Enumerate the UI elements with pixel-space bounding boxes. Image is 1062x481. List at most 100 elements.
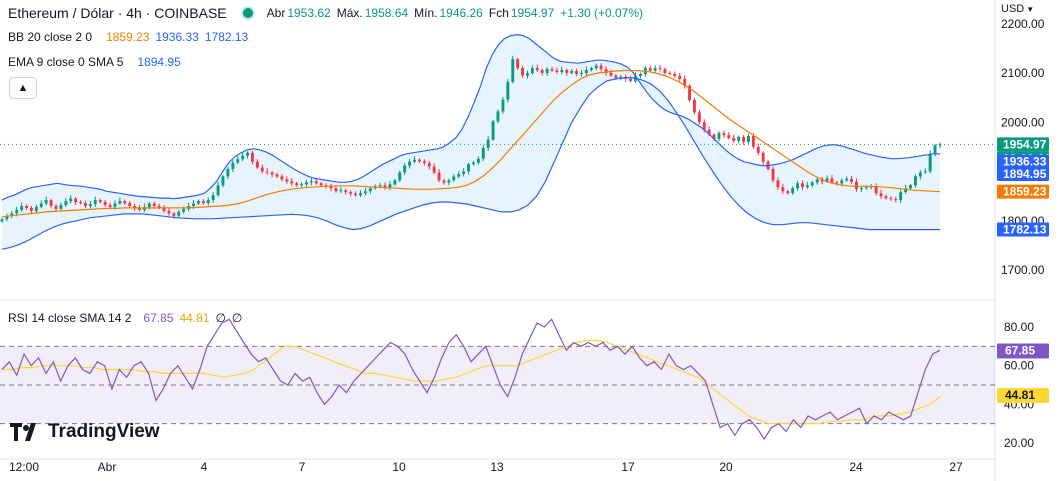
candle-body [295,183,299,186]
rsi-sma-price-label-bg [997,388,1049,404]
candle-body [398,172,402,181]
candle-body [118,201,122,204]
bb-legend[interactable]: BB 20 close 2 0 1859.23 1936.33 1782.13 [8,30,248,44]
candle-body [501,99,505,112]
candle-body [447,180,451,183]
candle-body [850,178,853,182]
candle-body [255,161,259,168]
candle-body [59,205,63,209]
candle-body [751,136,755,147]
low-value: 1946.26 [439,6,483,20]
candle-body [727,135,731,139]
candle-body [825,178,829,182]
candle-body [167,210,171,214]
ema-value: 1894.95 [137,55,181,69]
candle-body [604,69,608,73]
bb-basis-value: 1859.23 [106,30,150,44]
rsi-tick-label: 20.00 [1004,436,1034,450]
candle-body [354,193,357,196]
rsi-extra-2: ∅ [231,311,243,325]
candle-body [810,182,814,186]
candle-body [84,203,87,206]
rsi-extra-1: ∅ [215,311,226,325]
rsi-legend[interactable]: RSI 14 close SMA 14 2 67.85 44.81 ∅ ∅ [8,311,242,325]
rsi-sma-price-label: 44.81 [1005,388,1035,402]
candle-body [928,153,932,172]
candle-body [653,68,657,71]
candle-body [530,68,534,73]
candle-body [545,69,549,73]
candle-body [329,186,333,189]
candle-body [437,172,441,181]
candle-body [5,215,9,220]
candle-body [25,206,28,208]
candle-body [909,185,912,189]
candle-body [413,159,416,162]
candle-body [697,112,701,123]
ema-label: EMA 9 close 0 SMA 5 [8,55,124,69]
currency-selector[interactable]: USD ▼ [1001,3,1034,15]
bb-lower-price-label: 1782.13 [1003,223,1047,237]
rsi-tick-label: 60.00 [1004,359,1034,373]
time-tick-label: 24 [849,460,863,474]
rsi-price-label-bg [997,343,1049,359]
time-tick-label: 12:00 [9,460,39,474]
candle-body [879,193,883,197]
candle-body [393,180,397,185]
candle-body [246,152,249,156]
candle-body [491,121,495,140]
candle-body [506,81,510,100]
price-tick-label: 2200.00 [1001,17,1045,31]
candle-body [462,171,466,174]
ema-price-label-bg [997,166,1049,181]
open-label: Abr [266,6,286,20]
ema-legend[interactable]: EMA 9 close 0 SMA 5 1894.95 [8,55,181,69]
time-axis: 12:00 Abr 4 7 10 13 17 20 24 27 [9,460,963,474]
candle-body [801,183,804,188]
market-open-dot-icon [240,6,255,20]
symbol-title[interactable]: Ethereum / Dólar · 4h · COINBASE [8,5,227,21]
candle-body [467,164,470,172]
candle-body [147,203,151,207]
last-price-label: 1954.97 [1003,137,1047,151]
candle-body [864,187,868,189]
candle-body [34,207,38,211]
candle-body [128,203,132,206]
candle-body [123,201,127,204]
time-tick-label: 10 [392,460,406,474]
candle-body [874,186,878,194]
candle-body [786,191,790,194]
candle-body [300,184,303,186]
candle-body [717,133,721,139]
candle-body [904,188,908,193]
rsi-label: RSI 14 close SMA 14 2 [8,311,132,325]
rsi-tick-label: 80.00 [1004,320,1034,334]
candle-body [737,137,741,141]
candle-body [206,200,210,204]
high-label: Máx. [336,6,363,20]
candle-body [702,122,706,130]
candle-body [152,203,156,206]
candle-body [781,187,785,192]
time-tick-label: 13 [490,460,504,474]
rsi-price-label: 67.85 [1005,343,1035,357]
tradingview-logo[interactable]: TradingView [10,421,160,443]
candle-body [472,162,475,165]
candle-body [722,133,726,136]
candle-body [776,180,780,188]
candle-body [15,209,19,214]
candle-body [589,68,593,71]
candle-body [791,188,795,194]
candle-body [688,85,691,101]
bb-basis-price-label: 1859.23 [1003,185,1047,199]
time-tick-label: 4 [201,460,208,474]
candle-body [197,201,200,204]
candle-body [938,144,942,146]
collapse-legend-button[interactable]: ▲ [9,77,37,99]
candle-body [260,167,264,172]
candle-body [693,100,696,113]
candle-body [707,129,711,135]
logo-text: TradingView [48,421,160,442]
candle-body [20,206,24,210]
